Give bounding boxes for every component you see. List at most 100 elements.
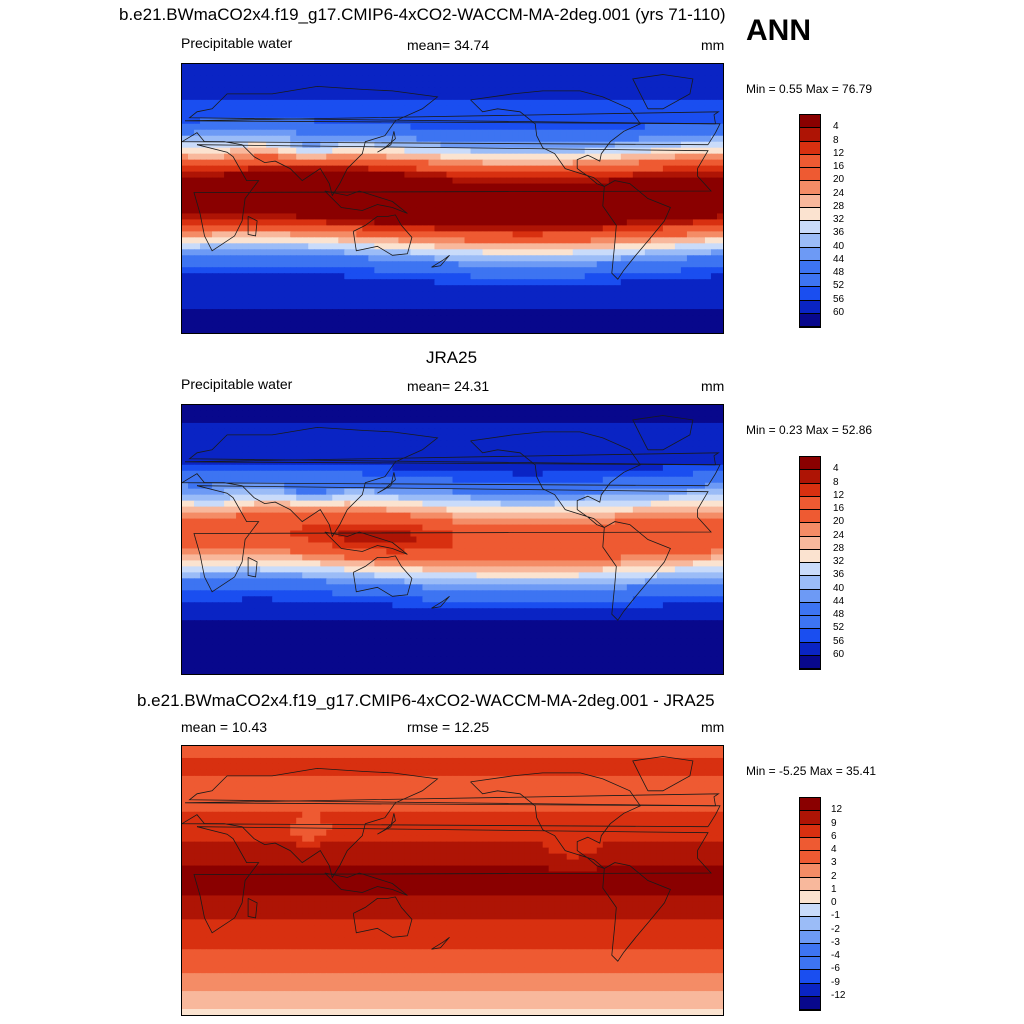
field-cell [674, 189, 682, 197]
field-cell [542, 195, 550, 203]
field-cell [518, 105, 526, 113]
field-cell [704, 189, 712, 197]
field-cell [602, 458, 610, 466]
field-cell [470, 273, 478, 280]
field-cell [446, 165, 454, 173]
field-cell [218, 303, 225, 310]
field-cell [566, 315, 574, 322]
field-cell [230, 279, 237, 286]
field-cell [236, 207, 243, 215]
field-cell [578, 165, 586, 173]
field-cell [452, 189, 460, 197]
field-cell [224, 213, 231, 221]
field-cell [404, 129, 412, 137]
field-cell [644, 267, 652, 274]
field-cell [332, 99, 339, 107]
field-cell [242, 99, 249, 107]
field-cell [284, 446, 291, 454]
field-cell [350, 207, 357, 215]
field-cell [548, 81, 556, 89]
field-cell [356, 410, 363, 418]
field-cell [290, 273, 297, 280]
field-cell [440, 315, 448, 322]
field-cell [218, 81, 225, 89]
field-cell [548, 297, 556, 304]
field-cell [410, 159, 418, 167]
field-cell [524, 255, 532, 262]
field-cell [314, 165, 321, 173]
field-cell [482, 141, 490, 149]
field-cell [362, 147, 369, 155]
field-cell [644, 405, 652, 412]
field-cell [272, 177, 279, 185]
field-cell [200, 285, 207, 292]
field-cell [602, 255, 610, 262]
field-cell [398, 64, 406, 71]
field-cell [572, 195, 580, 203]
field-cell [296, 267, 303, 274]
field-cell [662, 231, 670, 238]
field-cell [248, 64, 255, 71]
field-cell [536, 237, 544, 244]
field-cell [272, 255, 279, 262]
field-cell [548, 177, 556, 185]
field-cell [698, 309, 706, 316]
field-cell [188, 207, 195, 215]
field-cell [536, 93, 544, 101]
field-cell [206, 428, 213, 436]
field-cell [674, 410, 682, 418]
field-cell [410, 255, 418, 262]
field-cell [428, 440, 436, 448]
field-cell [644, 207, 652, 215]
field-cell [584, 159, 592, 167]
field-cell [590, 315, 598, 322]
field-cell [458, 285, 466, 292]
field-cell [524, 195, 532, 203]
field-cell [608, 129, 616, 137]
field-cell [284, 159, 291, 167]
field-cell [422, 440, 430, 448]
field-cell [542, 255, 550, 262]
field-cell [614, 195, 622, 203]
field-cell [338, 440, 345, 448]
field-cell [542, 422, 550, 430]
field-cell [428, 273, 436, 280]
field-cell [572, 279, 580, 286]
field-cell [434, 243, 442, 250]
field-cell [374, 129, 381, 137]
field-cell [662, 99, 670, 107]
field-cell [326, 64, 333, 71]
field-cell [644, 261, 652, 268]
field-cell [554, 267, 562, 274]
field-cell [572, 81, 580, 89]
field-cell [320, 117, 327, 125]
field-cell [236, 267, 243, 274]
field-cell [482, 93, 490, 101]
field-cell [638, 321, 646, 328]
field-cell [332, 219, 339, 226]
field-cell [644, 135, 652, 143]
field-cell [416, 213, 424, 221]
field-cell [554, 99, 562, 107]
field-cell [566, 201, 574, 209]
field-cell [326, 261, 333, 268]
field-cell [194, 99, 201, 107]
field-cell [194, 177, 201, 185]
field-cell [182, 237, 189, 244]
field-cell [296, 123, 303, 131]
field-cell [710, 267, 718, 274]
field-cell [680, 249, 688, 256]
field-cell [524, 273, 532, 280]
field-cell [284, 177, 291, 185]
field-cell [626, 303, 634, 310]
field-cell [524, 440, 532, 448]
field-cell [194, 147, 201, 155]
field-cell [230, 446, 237, 454]
colorbar-tick-label: 4 [833, 121, 839, 133]
field-cell [494, 405, 502, 412]
field-cell [206, 285, 213, 292]
field-cell [320, 159, 327, 167]
field-cell [374, 123, 381, 131]
field-cell [206, 69, 213, 77]
field-cell [194, 315, 201, 322]
